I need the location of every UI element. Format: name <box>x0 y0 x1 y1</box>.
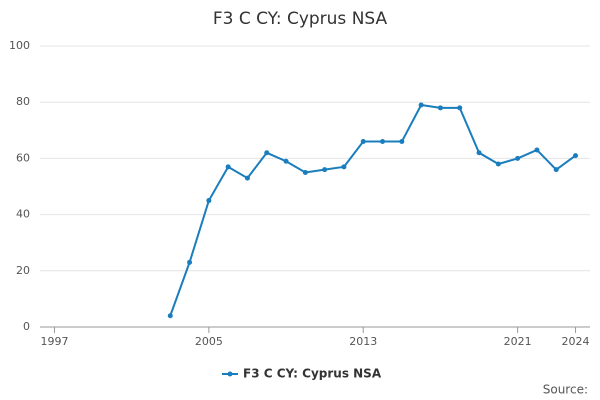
point <box>418 102 424 108</box>
point <box>360 139 366 145</box>
chart-title: F3 C CY: Cyprus NSA <box>213 9 388 29</box>
point <box>534 147 540 153</box>
point <box>187 259 193 265</box>
point <box>264 150 270 156</box>
y-tick-label: 0 <box>23 320 30 333</box>
x-tick-label: 2024 <box>562 335 590 348</box>
point <box>322 167 328 173</box>
legend-label: F3 C CY: Cyprus NSA <box>243 367 382 381</box>
point <box>437 105 443 111</box>
point <box>302 169 308 175</box>
y-tick-label: 20 <box>16 264 30 277</box>
y-tick-label: 100 <box>9 39 30 52</box>
point <box>476 150 482 156</box>
point <box>399 139 405 145</box>
x-tick-label: 2021 <box>504 335 532 348</box>
point <box>553 167 559 173</box>
point <box>380 139 386 145</box>
y-tick-label: 60 <box>16 151 30 164</box>
line <box>169 103 577 317</box>
point <box>244 175 250 181</box>
point <box>167 313 173 319</box>
x-tick-label: 1997 <box>40 335 68 348</box>
y-tick-label: 40 <box>16 208 30 221</box>
x-tick-label: 2013 <box>349 335 377 348</box>
point <box>457 105 463 111</box>
point <box>573 153 579 159</box>
y-tick-label: 80 <box>16 95 30 108</box>
point <box>341 164 347 170</box>
source: Source: <box>543 383 588 397</box>
point <box>225 164 231 170</box>
point <box>283 158 289 164</box>
point <box>515 155 521 161</box>
point <box>495 161 501 167</box>
point <box>206 198 212 204</box>
x-tick-label: 2005 <box>195 335 223 348</box>
legend-marker <box>227 371 233 377</box>
